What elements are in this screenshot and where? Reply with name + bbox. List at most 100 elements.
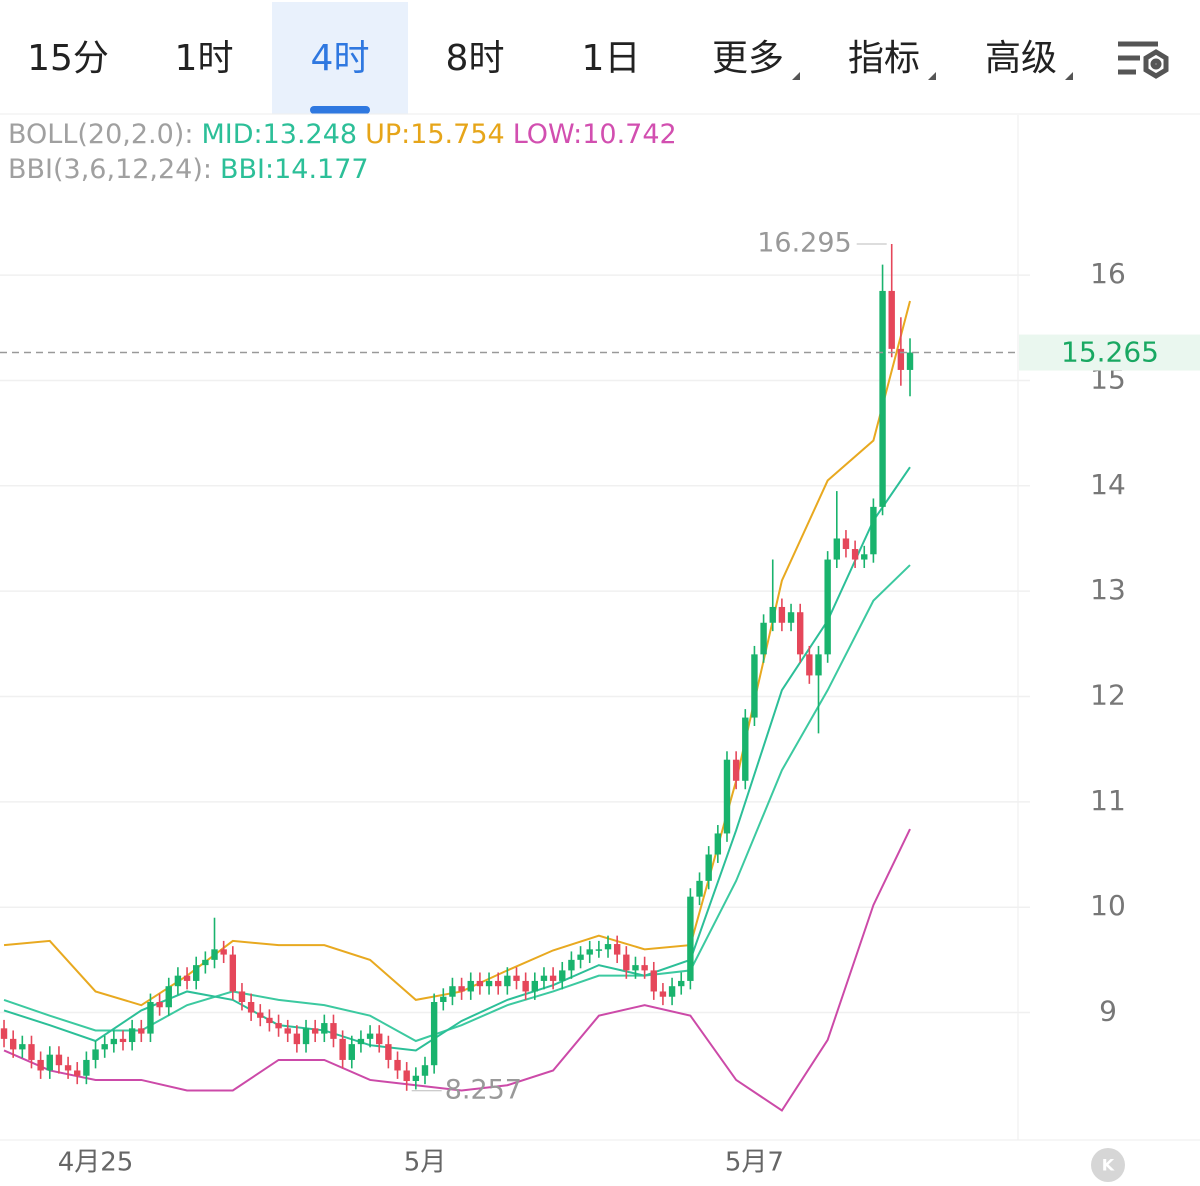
candle-body	[376, 1033, 383, 1045]
candle-body	[138, 1028, 145, 1034]
dropdown-arrow	[1065, 72, 1073, 80]
candle-body	[357, 1038, 365, 1045]
candle-body	[458, 986, 465, 992]
indicator-line	[3, 828, 911, 1112]
candle-body	[193, 965, 200, 981]
tab[interactable]: 4时	[311, 38, 370, 79]
candle-body	[559, 970, 566, 981]
candle-body	[449, 986, 456, 997]
candle-body	[366, 1033, 374, 1039]
candle-body	[632, 965, 639, 971]
y-tick-label: 14	[1090, 468, 1126, 501]
y-tick-label: 13	[1090, 573, 1126, 606]
y-tick-label: 12	[1090, 679, 1126, 712]
candle-body	[101, 1044, 108, 1050]
legend: BOLL(20,2.0): MID:13.248 UP:15.754 LOW:10.7…	[8, 119, 677, 150]
candle-body	[760, 622, 767, 655]
candle-body	[641, 965, 648, 971]
candle-body	[394, 1059, 401, 1071]
legend-entry: UP:15.754	[365, 119, 505, 150]
legend: BBI(3,6,12,24): BBI:14.177	[8, 154, 369, 185]
candle-body	[678, 980, 685, 987]
tab[interactable]: 15分	[27, 38, 109, 79]
candle-body	[28, 1044, 35, 1060]
candle-body	[687, 896, 694, 981]
candle-body	[595, 949, 603, 951]
x-tick-label: 5月7	[725, 1148, 784, 1178]
candle-body	[732, 759, 740, 781]
candle-body	[705, 854, 712, 881]
candle-body	[696, 880, 703, 897]
candle-body	[211, 949, 218, 960]
candle-body	[613, 944, 621, 955]
reset-button[interactable]: K	[1091, 1148, 1125, 1182]
settings-icon[interactable]	[1118, 41, 1169, 79]
candle-body	[522, 980, 529, 992]
candle-body	[302, 1028, 310, 1045]
candle-body	[174, 975, 182, 987]
candle-body	[275, 1023, 282, 1029]
candle-body	[467, 980, 474, 992]
candle-body	[851, 549, 859, 560]
candle-body	[238, 991, 246, 1002]
legend-entry: MID:13.248	[201, 119, 357, 150]
tab[interactable]: 1日	[582, 38, 641, 79]
candle-body	[9, 1038, 17, 1050]
candle-body	[440, 996, 447, 1002]
candle-body	[742, 717, 749, 781]
candle-body	[778, 606, 786, 623]
candle-body	[842, 538, 850, 550]
low-annotation: 8.257	[445, 1074, 522, 1105]
legend-entry: LOW:10.742	[513, 119, 677, 150]
legend-entry: BOLL(20,2.0):	[8, 119, 193, 150]
active-tab-bg	[272, 2, 408, 114]
indicator-line	[3, 466, 911, 1052]
candle-body	[577, 954, 584, 960]
candle-body	[46, 1054, 53, 1071]
candle-body	[330, 1023, 337, 1039]
y-tick-label: 11	[1090, 784, 1126, 817]
candle-body	[257, 1012, 264, 1018]
candle-body	[229, 954, 237, 992]
candle-body	[531, 980, 539, 992]
tab[interactable]: 高级	[985, 38, 1057, 79]
candle-body	[787, 612, 795, 623]
candle-body	[37, 1059, 44, 1071]
tab[interactable]: 指标	[848, 38, 920, 79]
candle-body	[815, 654, 822, 676]
candle-body	[92, 1049, 99, 1060]
tab[interactable]: 1时	[175, 38, 234, 79]
active-tab-indicator	[310, 106, 370, 114]
candle-body	[339, 1038, 346, 1060]
tab[interactable]: 8时	[446, 38, 505, 79]
candle-body	[604, 944, 612, 950]
indicator-line	[3, 300, 911, 1007]
candle-body	[293, 1033, 301, 1045]
candle-body	[284, 1028, 291, 1034]
candle-body	[650, 970, 657, 992]
y-tick-label: 9	[1099, 995, 1117, 1028]
candle-body	[714, 833, 722, 855]
last-price-label: 15.265	[1061, 336, 1159, 369]
candle-body	[504, 975, 511, 987]
tab[interactable]: 更多	[712, 38, 784, 79]
legend-entry: BBI:14.177	[220, 154, 369, 185]
candle-body	[119, 1038, 127, 1043]
candle-body	[183, 975, 191, 981]
y-tick-label: 16	[1090, 257, 1126, 290]
candle-body	[870, 506, 877, 555]
candle-body	[723, 759, 731, 834]
candle-body	[513, 975, 520, 981]
candle-body	[412, 1075, 420, 1082]
candle-body	[476, 980, 484, 987]
candle-body	[64, 1065, 72, 1071]
candle-body	[156, 1001, 163, 1008]
candle-body	[165, 986, 172, 1008]
candle-body	[796, 612, 804, 655]
candle-body	[74, 1070, 81, 1076]
candle-body	[83, 1059, 90, 1076]
candle-body	[247, 1001, 255, 1013]
candle-body	[55, 1054, 63, 1066]
dropdown-arrow	[928, 72, 936, 80]
candle-body	[128, 1028, 136, 1043]
